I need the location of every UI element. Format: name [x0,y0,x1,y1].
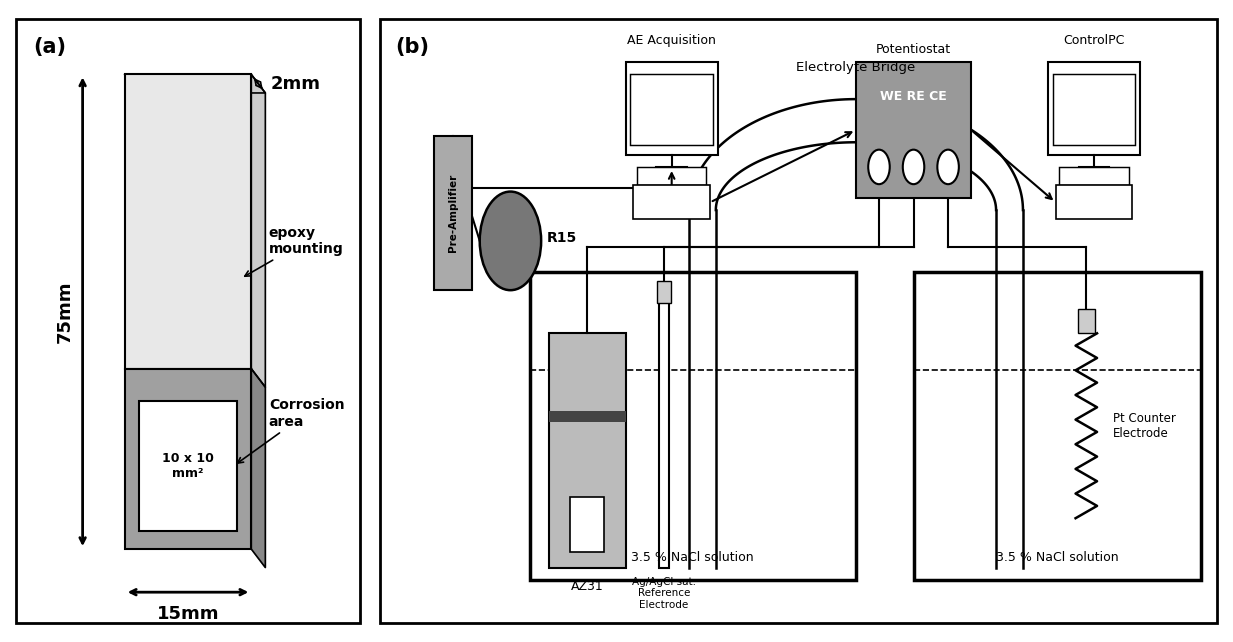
Bar [1078,309,1095,333]
Bar [125,369,252,549]
Bar [549,333,625,568]
Text: ControlPC: ControlPC [1063,34,1124,47]
Circle shape [903,150,925,184]
Bar [634,186,710,220]
Bar [637,167,707,186]
Bar [549,411,625,422]
Bar [139,401,237,530]
Text: R15: R15 [547,230,577,245]
Bar [530,272,856,580]
Text: (b): (b) [396,37,429,58]
Polygon shape [125,74,265,93]
Text: WE RE CE: WE RE CE [880,89,947,103]
Bar [434,136,472,290]
Text: AE Acquisition: AE Acquisition [628,34,716,47]
Bar [570,497,604,552]
Circle shape [868,150,890,184]
Bar [1059,167,1128,186]
Text: 3.5 % NaCl solution: 3.5 % NaCl solution [631,551,755,564]
Text: Potentiostat: Potentiostat [875,43,951,56]
Bar [657,281,671,302]
Text: Electrolyte Bridge: Electrolyte Bridge [797,62,916,74]
Text: Pre-Amplifier: Pre-Amplifier [448,174,457,252]
Bar [1048,62,1141,155]
Text: AZ31: AZ31 [571,580,604,593]
Bar [856,62,972,198]
Polygon shape [252,74,265,387]
Bar [630,74,713,145]
Text: 15mm: 15mm [157,605,219,623]
Bar [1055,186,1132,220]
Text: 10 x 10
mm²: 10 x 10 mm² [162,452,215,480]
Text: Ag/AgCl sat.
Reference
Electrode: Ag/AgCl sat. Reference Electrode [633,577,695,610]
Text: Corrosion
area: Corrosion area [238,398,344,463]
Bar [125,74,252,369]
Polygon shape [252,369,265,568]
Text: 75mm: 75mm [55,281,74,343]
Bar [914,272,1201,580]
Bar [658,284,670,568]
Text: (a): (a) [33,37,67,58]
Text: 2mm: 2mm [270,74,321,92]
Bar [1053,74,1136,145]
Text: 3.5 % NaCl solution: 3.5 % NaCl solution [996,551,1118,564]
Text: epoxy
mounting: epoxy mounting [245,226,344,276]
Circle shape [480,191,541,290]
Bar [625,62,718,155]
Circle shape [937,150,959,184]
Text: Pt Counter
Electrode: Pt Counter Electrode [1113,412,1176,440]
